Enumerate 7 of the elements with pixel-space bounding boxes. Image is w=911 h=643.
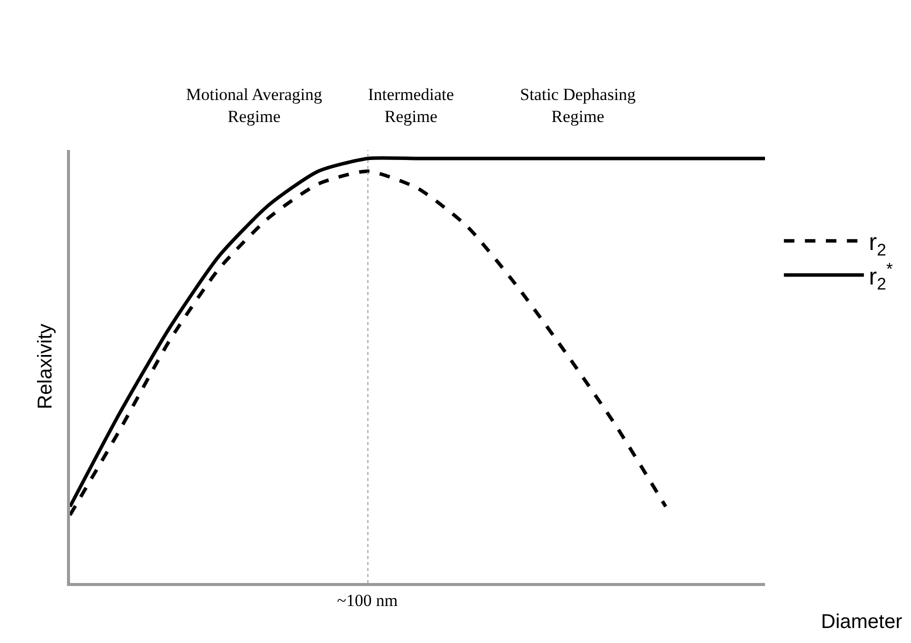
legend-label: r$_{2}$ (868, 229, 886, 260)
text: Static Dephasing Regime (520, 85, 636, 126)
text: Intermediate Regime (368, 85, 454, 126)
y-axis-title: Relaxivity (34, 324, 56, 410)
text: Motional Averaging Regime (186, 85, 323, 126)
text: ~100 nm (337, 591, 398, 610)
x-axis-title: Diameter (821, 611, 902, 633)
